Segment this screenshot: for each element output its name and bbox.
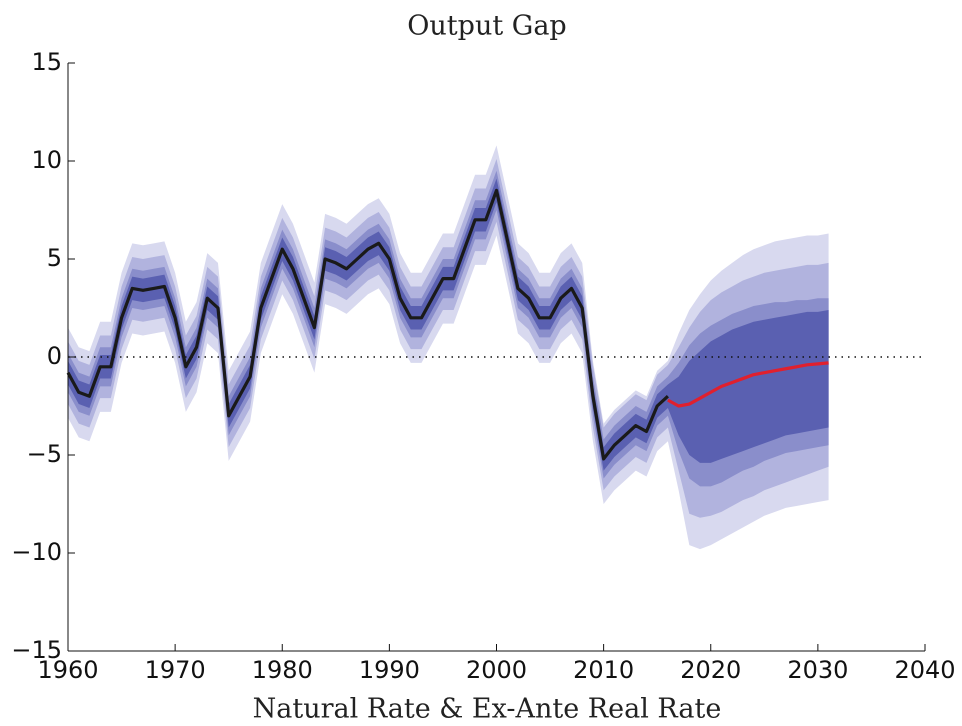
y-tick-label: −15 (11, 636, 62, 664)
x-tick-label: 2010 (573, 656, 634, 684)
x-tick-label: 2030 (787, 656, 848, 684)
y-tick-label: 5 (47, 244, 62, 272)
chart-title: Output Gap (407, 11, 566, 42)
series-line (66, 188, 669, 461)
y-tick-label: −10 (11, 538, 62, 566)
x-axis-label: Natural Rate & Ex-Ante Real Rate (253, 694, 722, 725)
x-tick-label: 1990 (359, 656, 420, 684)
x-tick-label: 2040 (894, 656, 955, 684)
x-tick-label: 1960 (37, 656, 98, 684)
series-line (667, 361, 829, 408)
x-tick-label: 2020 (680, 656, 741, 684)
y-tick-label: −5 (27, 440, 62, 468)
y-tick-label: 0 (47, 342, 62, 370)
x-tick-label: 1970 (145, 656, 206, 684)
y-tick-label: 10 (31, 146, 62, 174)
x-tick-label: 1980 (252, 656, 313, 684)
y-tick-label: 15 (31, 48, 62, 76)
x-tick-label: 2000 (466, 656, 527, 684)
